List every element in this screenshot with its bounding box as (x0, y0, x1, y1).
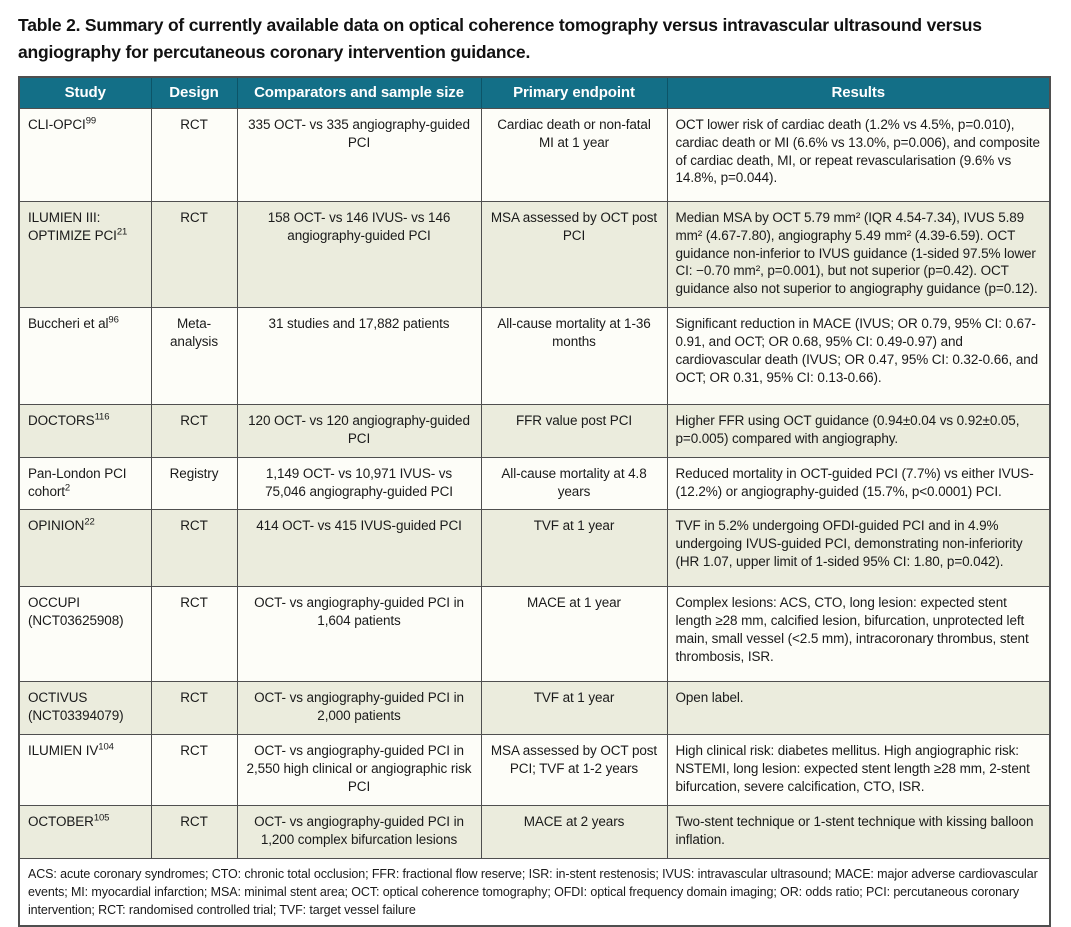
design-cell: RCT (150, 509, 238, 588)
comparators-cell: 1,149 OCT- vs 10,971 IVUS- vs 75,046 ang… (236, 456, 482, 511)
table-row: ILUMIEN III: OPTIMIZE PCI21 RCT 158 OCT-… (18, 201, 1051, 309)
endpoint-cell: Cardiac death or non-fatal MI at 1 year (480, 108, 668, 203)
study-cell: CLI-OPCI99 (18, 108, 152, 203)
table-row: OPINION22 RCT 414 OCT- vs 415 IVUS-guide… (18, 509, 1051, 588)
reference-superscript: 22 (84, 516, 95, 528)
endpoint-cell: All-cause mortality at 4.8 years (480, 456, 668, 511)
results-cell: Higher FFR using OCT guidance (0.94±0.04… (666, 404, 1051, 458)
study-cell: OCTIVUS (NCT03394079) (18, 681, 152, 735)
design-cell: RCT (150, 108, 238, 203)
study-cell: ILUMIEN IV104 (18, 733, 152, 806)
design-cell: RCT (150, 733, 238, 806)
comparators-cell: OCT- vs angiography-guided PCI in 2,550 … (236, 733, 482, 806)
design-cell: Meta-analysis (150, 307, 238, 406)
table-row: Pan-London PCI cohort2 Registry 1,149 OC… (18, 456, 1051, 511)
column-header-study: Study (18, 76, 152, 110)
comparators-cell: 120 OCT- vs 120 angiography-guided PCI (236, 404, 482, 458)
column-header-results: Results (666, 76, 1051, 110)
column-header-endpoint: Primary endpoint (480, 76, 668, 110)
comparators-cell: 31 studies and 17,882 patients (236, 307, 482, 406)
study-cell: Pan-London PCI cohort2 (18, 456, 152, 511)
design-cell: RCT (150, 201, 238, 309)
endpoint-cell: FFR value post PCI (480, 404, 668, 458)
study-cell: DOCTORS116 (18, 404, 152, 458)
endpoint-cell: MACE at 1 year (480, 586, 668, 683)
design-cell: RCT (150, 681, 238, 735)
reference-superscript: 99 (85, 115, 97, 127)
results-cell: Open label. (666, 681, 1051, 735)
column-header-design: Design (150, 76, 238, 110)
table-caption: Table 2. Summary of currently available … (18, 15, 982, 63)
design-cell: RCT (150, 404, 238, 458)
results-cell: Two-stent technique or 1-stent technique… (666, 804, 1051, 859)
endpoint-cell: MSA assessed by OCT post PCI (480, 201, 668, 309)
comparators-cell: OCT- vs angiography-guided PCI in 1,604 … (236, 586, 482, 683)
table-header: Study Design Comparators and sample size… (18, 76, 1051, 110)
table-row: OCTIVUS (NCT03394079) RCT OCT- vs angiog… (18, 681, 1051, 735)
reference-superscript: 2 (64, 482, 71, 494)
reference-superscript: 96 (108, 314, 119, 326)
table-row: OCTOBER105 RCT OCT- vs angiography-guide… (18, 804, 1051, 859)
endpoint-cell: MACE at 2 years (480, 804, 668, 859)
results-cell: High clinical risk: diabetes mellitus. H… (666, 733, 1051, 806)
endpoint-cell: TVF at 1 year (480, 681, 668, 735)
results-cell: Complex lesions: ACS, CTO, long lesion: … (666, 586, 1051, 683)
design-cell: RCT (150, 586, 238, 683)
summary-table: Study Design Comparators and sample size… (18, 76, 1051, 927)
column-header-comparators: Comparators and sample size (236, 76, 482, 110)
study-cell: ILUMIEN III: OPTIMIZE PCI21 (18, 201, 152, 309)
study-cell: OCCUPI (NCT03625908) (18, 586, 152, 683)
reference-superscript: 104 (98, 741, 114, 753)
comparators-cell: 158 OCT- vs 146 IVUS- vs 146 angiography… (236, 201, 482, 309)
abbreviations-footnote: ACS: acute coronary syndromes; CTO: chro… (18, 857, 1051, 927)
results-cell: TVF in 5.2% undergoing OFDI-guided PCI a… (666, 509, 1051, 588)
design-cell: Registry (150, 456, 238, 511)
table-row: ILUMIEN IV104 RCT OCT- vs angiography-gu… (18, 733, 1051, 806)
reference-superscript: 21 (116, 226, 128, 238)
comparators-cell: 414 OCT- vs 415 IVUS-guided PCI (236, 509, 482, 588)
reference-superscript: 105 (93, 812, 110, 824)
table-row: Buccheri et al96 Meta-analysis 31 studie… (18, 307, 1051, 406)
reference-superscript: 116 (94, 411, 110, 423)
endpoint-cell: TVF at 1 year (480, 509, 668, 588)
comparators-cell: OCT- vs angiography-guided PCI in 2,000 … (236, 681, 482, 735)
table-row: CLI-OPCI99 RCT 335 OCT- vs 335 angiograp… (18, 108, 1051, 203)
endpoint-cell: All-cause mortality at 1-36 months (480, 307, 668, 406)
endpoint-cell: MSA assessed by OCT post PCI; TVF at 1-2… (480, 733, 668, 806)
results-cell: Significant reduction in MACE (IVUS; OR … (666, 307, 1051, 406)
table-row: DOCTORS116 RCT 120 OCT- vs 120 angiograp… (18, 404, 1051, 458)
table-row: OCCUPI (NCT03625908) RCT OCT- vs angiogr… (18, 586, 1051, 683)
study-cell: Buccheri et al96 (18, 307, 152, 406)
study-cell: OPINION22 (18, 509, 152, 588)
comparators-cell: 335 OCT- vs 335 angiography-guided PCI (236, 108, 482, 203)
footnote-row: ACS: acute coronary syndromes; CTO: chro… (18, 857, 1051, 927)
results-cell: Median MSA by OCT 5.79 mm² (IQR 4.54-7.3… (666, 201, 1051, 309)
design-cell: RCT (150, 804, 238, 859)
results-cell: OCT lower risk of cardiac death (1.2% vs… (666, 108, 1051, 203)
results-cell: Reduced mortality in OCT-guided PCI (7.7… (666, 456, 1051, 511)
comparators-cell: OCT- vs angiography-guided PCI in 1,200 … (236, 804, 482, 859)
study-cell: OCTOBER105 (18, 804, 152, 859)
